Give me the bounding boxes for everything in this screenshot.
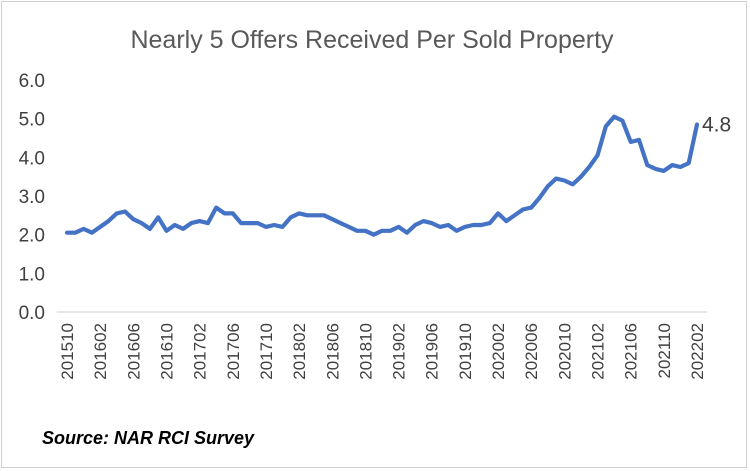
y-tick-label: 0.0 xyxy=(19,303,45,324)
y-tick-label: 6.0 xyxy=(19,71,45,92)
x-tick-label: 201702 xyxy=(191,323,210,380)
x-tick-label: 201906 xyxy=(423,323,442,380)
y-tick-label: 2.0 xyxy=(19,226,45,247)
x-tick-label: 201602 xyxy=(91,323,110,380)
x-tick-label: 201610 xyxy=(157,323,176,380)
x-tick-label: 201902 xyxy=(390,323,409,380)
x-tick-label: 202202 xyxy=(688,323,707,380)
source-note: Source: NAR RCI Survey xyxy=(42,428,255,448)
y-tick-label: 5.0 xyxy=(19,110,45,131)
x-tick-label: 201706 xyxy=(224,323,243,380)
x-tick-label: 201606 xyxy=(124,323,143,380)
x-tick-label: 201802 xyxy=(290,323,309,380)
x-tick-label: 201910 xyxy=(456,323,475,380)
y-tick-label: 1.0 xyxy=(19,264,45,285)
chart-title: Nearly 5 Offers Received Per Sold Proper… xyxy=(130,26,614,54)
series-group: 4.8 xyxy=(64,113,731,237)
y-tick-label: 4.0 xyxy=(19,148,45,169)
x-tick-label: 202002 xyxy=(489,323,508,380)
series-line xyxy=(64,114,700,237)
x-tick-label: 201810 xyxy=(356,323,375,380)
x-axis: 201510 201602 201606 201610 201702 201706 2017… xyxy=(57,311,707,380)
x-tick-label: 202110 xyxy=(655,323,674,378)
x-tick-label: 201710 xyxy=(257,323,276,380)
x-tick-label: 202006 xyxy=(522,323,541,380)
end-data-label: 4.8 xyxy=(702,113,731,136)
x-tick-label: 201510 xyxy=(58,323,77,380)
x-tick-label: 202010 xyxy=(555,323,574,380)
y-tick-label: 3.0 xyxy=(19,187,45,208)
x-tick-label: 202106 xyxy=(622,323,641,380)
x-tick-label: 201806 xyxy=(323,323,342,380)
y-axis: 0.0 1.0 2.0 3.0 4.0 5.0 6.0 xyxy=(19,71,45,324)
x-tick-label: 202102 xyxy=(589,323,608,380)
